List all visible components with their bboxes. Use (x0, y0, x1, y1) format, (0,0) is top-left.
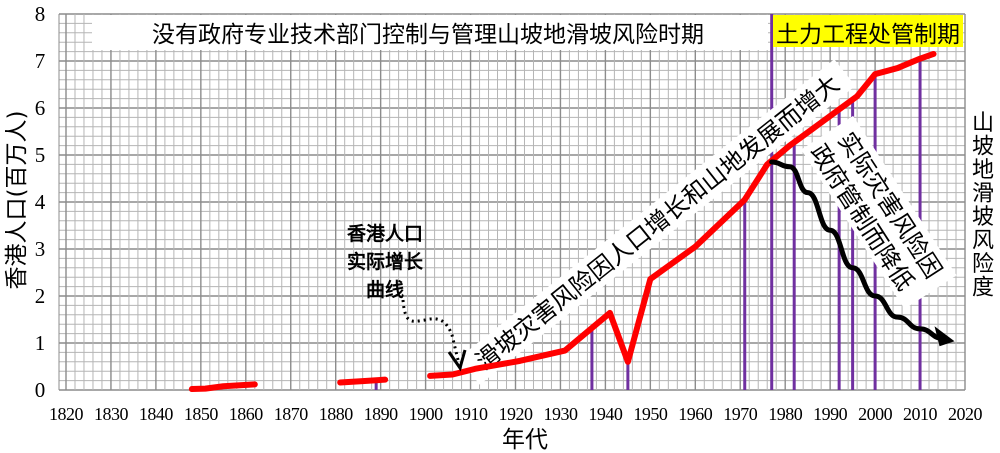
x-tick-label: 1880 (319, 404, 354, 424)
y-axis-label: 香港人口(百万人) (4, 111, 30, 290)
right-label-char: 风 (972, 229, 994, 254)
x-tick-label: 1920 (499, 404, 534, 424)
right-label-char: 坡 (972, 135, 994, 160)
y-tick-labels: 0 1 2 3 4 5 6 7 8 (35, 2, 46, 402)
population-curve-annotation: 香港人口 实际增长 曲线 (346, 223, 467, 372)
y-tick-label: 0 (35, 378, 46, 402)
population-curve-line2: 实际增长 (347, 250, 424, 273)
x-tick-label: 1990 (813, 404, 848, 424)
x-tick-label: 1850 (184, 404, 219, 424)
population-segment (188, 381, 258, 393)
x-tick-label: 2000 (858, 404, 893, 424)
population-segment (337, 376, 389, 386)
y-tick-label: 2 (35, 284, 46, 308)
population-series (188, 50, 937, 393)
x-tick-label: 1950 (633, 404, 668, 424)
period-after-label: 土力工程处管制期 (776, 22, 960, 48)
right-label-char: 度 (972, 276, 994, 301)
x-tick-label: 1870 (274, 404, 309, 424)
falling-risk-annotation: 实际灾害风险因 政府管制而降低 (801, 115, 957, 310)
population-curve-line1: 香港人口 (346, 223, 423, 245)
x-axis-label: 年代 (502, 427, 548, 453)
x-tick-label: 1830 (94, 404, 129, 424)
right-label-char: 滑 (972, 182, 994, 207)
right-label-char: 险 (972, 252, 994, 277)
period-before-label: 没有政府专业技术部门控制与管理山坡地滑坡风险时期 (152, 22, 704, 48)
dotted-arrow-head (447, 349, 467, 372)
population-curve-line3: 曲线 (366, 278, 404, 301)
x-tick-label: 2020 (948, 404, 983, 424)
x-tick-label: 1910 (454, 404, 489, 424)
x-tick-label: 1930 (543, 404, 578, 424)
x-tick-label: 1980 (768, 404, 803, 424)
x-tick-label: 1960 (678, 404, 713, 424)
x-tick-label: 1970 (723, 404, 758, 424)
right-label-char: 坡 (972, 205, 994, 230)
dotted-arrow (401, 299, 460, 361)
x-tick-label: 1860 (229, 404, 264, 424)
y-tick-label: 5 (35, 143, 46, 167)
right-label-char: 地 (972, 158, 994, 183)
y-tick-label: 1 (35, 331, 46, 355)
y-tick-label: 4 (35, 190, 46, 214)
period-after-highlight (773, 15, 963, 47)
x-tick-label: 1820 (49, 404, 84, 424)
population-segment (427, 50, 937, 379)
y-tick-label: 6 (35, 96, 46, 120)
x-tick-label: 1940 (588, 404, 623, 424)
right-label-char: 山 (972, 111, 994, 136)
period-before-background (92, 15, 768, 50)
x-tick-label: 2010 (903, 404, 938, 424)
y-tick-label: 3 (35, 237, 46, 261)
rising-risk-label: 滑坡灾害风险因人口增长和山地发展而增大 (470, 70, 844, 376)
x-tick-label: 1900 (409, 404, 444, 424)
risk-curve (769, 159, 946, 341)
y-tick-label: 8 (35, 2, 46, 26)
risk-arrow-head (934, 326, 955, 347)
x-tick-label: 1840 (139, 404, 174, 424)
x-tick-label: 1890 (364, 404, 399, 424)
x-tick-labels: 1820 1830 1840 1850 1860 1870 1880 1890 1900 1910… (49, 404, 983, 424)
y-tick-label: 7 (35, 49, 46, 73)
